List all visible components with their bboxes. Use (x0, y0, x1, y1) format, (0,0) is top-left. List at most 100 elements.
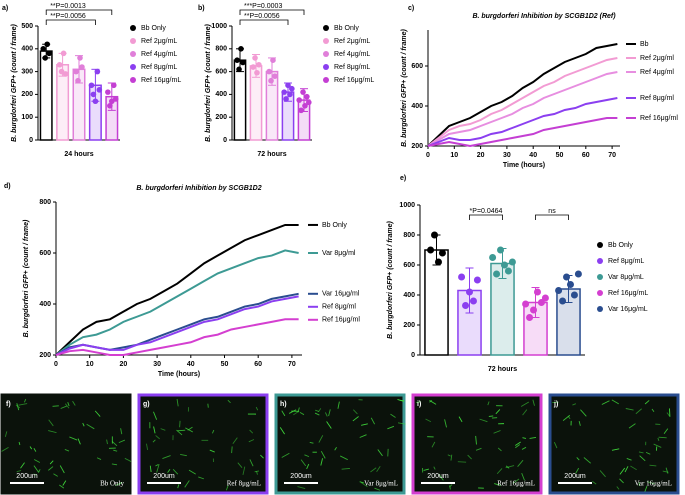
data-point (300, 89, 306, 95)
series-line (55, 223, 299, 356)
panel-label: c) (408, 5, 414, 12)
legend-label: Ref 4μg/mL (141, 51, 177, 58)
y-axis-label: B. burgdorferi GFP+ (count / frame) (23, 219, 30, 337)
data-point (537, 299, 545, 306)
y-axis-label: B. burgdorferi GFP+ (count / frame) (401, 29, 408, 147)
bacterium (390, 413, 396, 418)
legend-label: Ref 8μg/ml (322, 304, 356, 311)
bacterium (572, 403, 577, 406)
bacterium (447, 454, 451, 457)
data-point (530, 306, 538, 314)
bacterium (77, 438, 81, 445)
data-point (268, 77, 274, 84)
bacterium (59, 484, 65, 489)
data-point (302, 103, 308, 109)
series-line (427, 43, 618, 147)
y-tick-label: 400 (39, 301, 51, 308)
data-point (500, 261, 508, 269)
y-tick-label: 200 (411, 143, 423, 150)
data-point (75, 77, 81, 84)
y-axis-label: B. burgdorferi GFP+ (count / frame) (387, 221, 394, 339)
bacterium (505, 465, 515, 469)
scale-label: 200um (290, 473, 312, 480)
series-line (427, 97, 618, 147)
legend-label: Bb Only (322, 222, 347, 229)
bacterium (397, 422, 406, 425)
data-point (497, 246, 505, 254)
bacterium (521, 446, 527, 450)
bacterium (153, 411, 158, 420)
bacterium (611, 399, 619, 405)
bacterium (505, 465, 510, 469)
bacterium (62, 480, 67, 486)
data-point (427, 246, 435, 254)
scale-label: 200um (427, 473, 449, 480)
bacterium (146, 443, 149, 451)
legend-label: Ref 8μg/mL (608, 258, 644, 265)
bacterium (18, 403, 28, 406)
y-tick-label: 800 (215, 46, 227, 53)
bacterium (149, 465, 152, 473)
data-point (570, 291, 578, 299)
data-point (458, 273, 466, 281)
bacterium (374, 487, 381, 491)
bacterium (431, 441, 436, 448)
bacterium (467, 454, 472, 460)
data-point (56, 61, 63, 68)
bacterium (309, 442, 314, 444)
scale-label: 200um (153, 473, 175, 480)
y-tick-label: 100 (21, 114, 33, 121)
bacterium (320, 450, 326, 459)
bacterium (48, 466, 54, 471)
bacterium (647, 481, 655, 485)
data-point (541, 294, 549, 302)
bacterium (626, 457, 632, 461)
legend-label: Ref 8μg/mL (141, 64, 177, 71)
significance-bracket (469, 214, 503, 220)
data-point (90, 91, 97, 98)
data-point (44, 41, 50, 48)
bacterium (48, 430, 57, 434)
bacterium (515, 441, 521, 446)
bacterium (517, 459, 524, 467)
legend-label: Var 16μg/ml (322, 291, 360, 298)
bacterium (328, 409, 331, 417)
bacterium (488, 415, 494, 417)
bacterium (370, 417, 376, 425)
y-tick-label: 200 (403, 322, 415, 329)
data-point (555, 287, 563, 294)
data-point (73, 68, 79, 75)
bacterium (377, 449, 383, 457)
bacterium (106, 439, 108, 445)
bacterium (475, 435, 477, 445)
legend-label: Ref 8μg/mL (334, 64, 370, 71)
bacterium (297, 486, 306, 490)
legend-label: Var 8μg/ml (322, 250, 356, 257)
image-background (411, 393, 543, 495)
y-axis-label: B. burgdorferi GFP+ (count / frame) (205, 24, 212, 142)
bacterium (493, 430, 501, 434)
legend-label: Bb Only (608, 242, 633, 249)
bacterium (124, 457, 132, 462)
data-point (42, 55, 49, 61)
data-point (79, 64, 85, 70)
bacterium (352, 409, 358, 415)
bacterium (619, 467, 626, 475)
bacterium (86, 423, 95, 430)
bacterium (33, 459, 41, 463)
data-point (466, 288, 473, 296)
annotation: **P=0.0056 (244, 13, 280, 20)
bacterium (553, 441, 558, 449)
legend-marker (597, 306, 603, 312)
data-point (105, 89, 111, 95)
bacterium (324, 412, 328, 417)
x-tick-label: 50 (556, 152, 564, 159)
x-tick-label: 30 (503, 152, 511, 159)
x-axis-label: 72 hours (257, 151, 286, 158)
bacterium (352, 416, 359, 422)
bacterium (279, 427, 285, 435)
panel-label: a) (2, 5, 8, 12)
bacterium (457, 461, 467, 463)
data-point (304, 93, 310, 100)
bacterium (497, 447, 502, 452)
